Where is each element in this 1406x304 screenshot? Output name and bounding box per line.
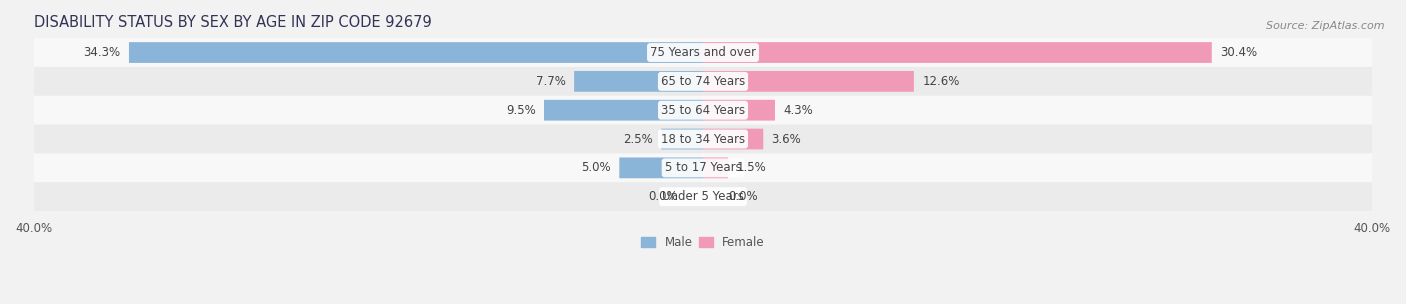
Text: 2.5%: 2.5%: [623, 133, 652, 146]
Text: Source: ZipAtlas.com: Source: ZipAtlas.com: [1267, 21, 1385, 31]
FancyBboxPatch shape: [703, 42, 1212, 63]
FancyBboxPatch shape: [703, 129, 763, 149]
Text: DISABILITY STATUS BY SEX BY AGE IN ZIP CODE 92679: DISABILITY STATUS BY SEX BY AGE IN ZIP C…: [34, 15, 432, 30]
FancyBboxPatch shape: [703, 71, 914, 92]
Text: 1.5%: 1.5%: [737, 161, 766, 174]
Text: 5 to 17 Years: 5 to 17 Years: [665, 161, 741, 174]
FancyBboxPatch shape: [661, 129, 703, 149]
FancyBboxPatch shape: [34, 67, 1372, 96]
FancyBboxPatch shape: [34, 38, 1372, 67]
Text: Under 5 Years: Under 5 Years: [662, 190, 744, 203]
FancyBboxPatch shape: [34, 125, 1372, 154]
Text: 75 Years and over: 75 Years and over: [650, 46, 756, 59]
FancyBboxPatch shape: [34, 96, 1372, 125]
Text: 9.5%: 9.5%: [506, 104, 536, 117]
FancyBboxPatch shape: [619, 157, 703, 178]
FancyBboxPatch shape: [129, 42, 703, 63]
Text: 18 to 34 Years: 18 to 34 Years: [661, 133, 745, 146]
Text: 7.7%: 7.7%: [536, 75, 565, 88]
Text: 5.0%: 5.0%: [581, 161, 612, 174]
FancyBboxPatch shape: [34, 154, 1372, 182]
Text: 65 to 74 Years: 65 to 74 Years: [661, 75, 745, 88]
FancyBboxPatch shape: [703, 157, 728, 178]
FancyBboxPatch shape: [574, 71, 703, 92]
FancyBboxPatch shape: [703, 100, 775, 121]
FancyBboxPatch shape: [544, 100, 703, 121]
FancyBboxPatch shape: [34, 182, 1372, 211]
Text: 0.0%: 0.0%: [728, 190, 758, 203]
Text: 4.3%: 4.3%: [783, 104, 813, 117]
Text: 34.3%: 34.3%: [83, 46, 121, 59]
Text: 12.6%: 12.6%: [922, 75, 960, 88]
Text: 0.0%: 0.0%: [648, 190, 678, 203]
Text: 35 to 64 Years: 35 to 64 Years: [661, 104, 745, 117]
Text: 3.6%: 3.6%: [772, 133, 801, 146]
Text: 30.4%: 30.4%: [1220, 46, 1257, 59]
Legend: Male, Female: Male, Female: [637, 231, 769, 254]
